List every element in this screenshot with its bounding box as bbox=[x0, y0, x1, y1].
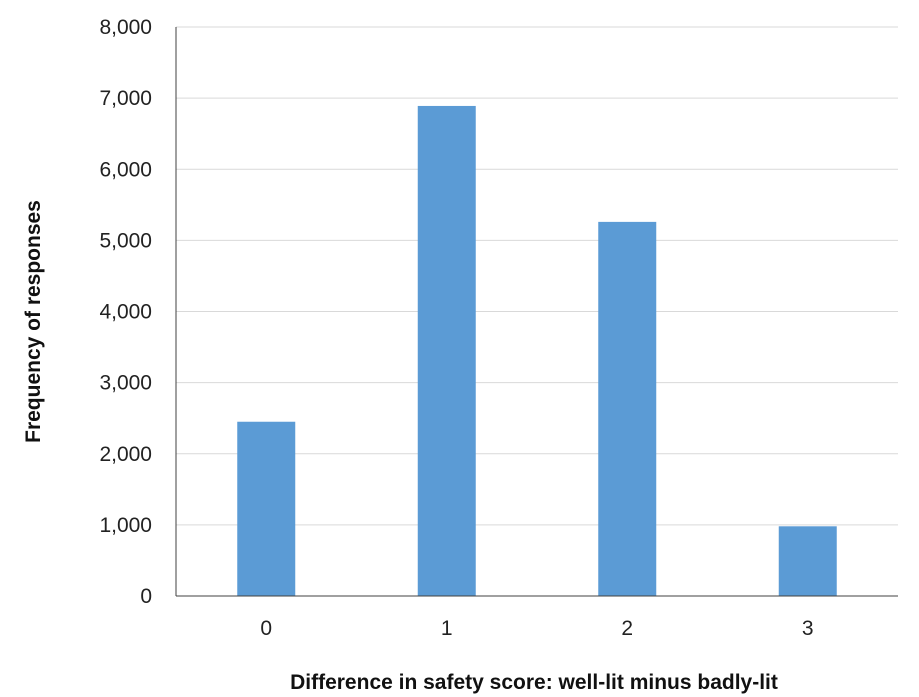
y-tick-label: 2,000 bbox=[99, 443, 152, 466]
bar-1 bbox=[417, 105, 476, 596]
bar-0 bbox=[237, 421, 296, 596]
x-tick-label: 0 bbox=[260, 617, 272, 640]
y-tick-label: 6,000 bbox=[99, 158, 152, 181]
x-tick-label: 3 bbox=[802, 617, 814, 640]
y-tick-label: 5,000 bbox=[99, 229, 152, 252]
y-tick-label: 7,000 bbox=[99, 87, 152, 110]
bar-3 bbox=[778, 526, 837, 596]
bar-2 bbox=[598, 221, 657, 596]
y-tick-label: 3,000 bbox=[99, 372, 152, 395]
y-tick-label: 1,000 bbox=[99, 514, 152, 537]
x-axis-title: Difference in safety score: well-lit min… bbox=[290, 671, 778, 694]
y-tick-label: 8,000 bbox=[99, 16, 152, 39]
x-tick-label: 2 bbox=[621, 617, 633, 640]
x-tick-label: 1 bbox=[441, 617, 453, 640]
y-tick-label: 4,000 bbox=[99, 301, 152, 324]
y-axis-title: Frequency of responses bbox=[22, 200, 45, 443]
y-tick-label: 0 bbox=[140, 585, 152, 608]
bars bbox=[237, 105, 837, 596]
x-axis-tick-labels: 0 1 2 3 bbox=[260, 617, 813, 640]
gridlines bbox=[176, 26, 898, 526]
y-axis-tick-labels: 0 1,000 2,000 3,000 4,000 5,000 6,000 7,000 8,00… bbox=[99, 16, 152, 608]
